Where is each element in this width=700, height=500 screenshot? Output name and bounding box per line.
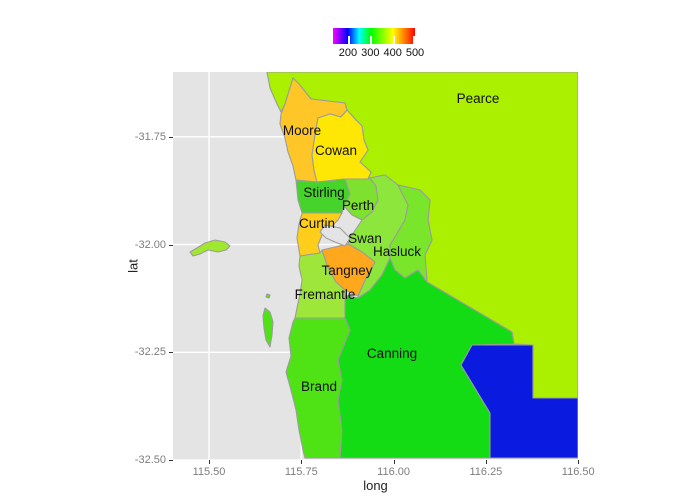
island-northwest — [189, 239, 231, 257]
y-tick-mark — [169, 136, 173, 138]
district-label-brand: Brand — [301, 379, 337, 394]
legend-tick-mark — [392, 36, 395, 44]
y-tick-mark — [169, 460, 173, 462]
legend-tick-value: 300 — [361, 47, 380, 59]
x-tick-mark — [578, 460, 580, 464]
district-label-hasluck: Hasluck — [373, 244, 421, 259]
legend-tick-mark — [413, 36, 415, 44]
x-tick-label: 116.50 — [561, 466, 595, 478]
color-legend: 200 300 400 500 — [333, 28, 424, 59]
district-curtin-region — [296, 212, 343, 257]
district-label-canning: Canning — [367, 346, 417, 361]
x-tick-label: 116.00 — [377, 466, 411, 478]
y-tick-mark — [169, 244, 173, 246]
x-tick-mark — [485, 460, 487, 464]
district-label-moore: Moore — [283, 123, 321, 138]
district-label-stirling: Stirling — [303, 185, 344, 200]
district-label-curtin: Curtin — [299, 216, 335, 231]
x-tick-label: 115.50 — [192, 466, 226, 478]
swan-river — [319, 224, 351, 247]
district-label-fremantle: Fremantle — [295, 287, 356, 302]
district-label-swan: Swan — [348, 231, 382, 246]
legend-tick-mark — [347, 36, 350, 44]
x-tick-mark — [393, 460, 395, 464]
legend-tick-value: 200 — [338, 47, 358, 59]
x-tick-mark — [208, 460, 210, 464]
y-tick-mark — [169, 352, 173, 354]
y-tick-label: -31.75 — [134, 130, 166, 143]
district-cowan-region — [311, 109, 372, 183]
islet-speck — [265, 293, 271, 299]
district-label-tangney: Tangney — [321, 263, 372, 278]
y-axis-title: lat — [125, 259, 141, 273]
x-tick-mark — [301, 460, 303, 464]
district-label-pearce: Pearce — [457, 91, 500, 106]
x-tick-label: 116.25 — [469, 466, 503, 478]
district-unlabeled-region — [460, 344, 578, 459]
y-tick-label: -32.00 — [134, 238, 166, 251]
legend-tick-mark — [370, 36, 373, 44]
legend-tick-value: 500 — [405, 47, 425, 59]
x-axis-title: long — [363, 478, 388, 493]
district-label-cowan: Cowan — [315, 143, 357, 158]
island-south — [262, 307, 274, 348]
y-tick-label: -32.25 — [134, 346, 166, 359]
y-tick-label: -32.50 — [134, 454, 166, 467]
legend-gradient-bar — [333, 28, 415, 44]
x-tick-label: 115.75 — [284, 466, 318, 478]
map-panel: Pearce Moore Cowan Stirling Perth Swan Hasluck… — [173, 72, 578, 460]
district-label-perth: Perth — [342, 198, 374, 213]
legend-tick-value: 400 — [383, 47, 402, 59]
